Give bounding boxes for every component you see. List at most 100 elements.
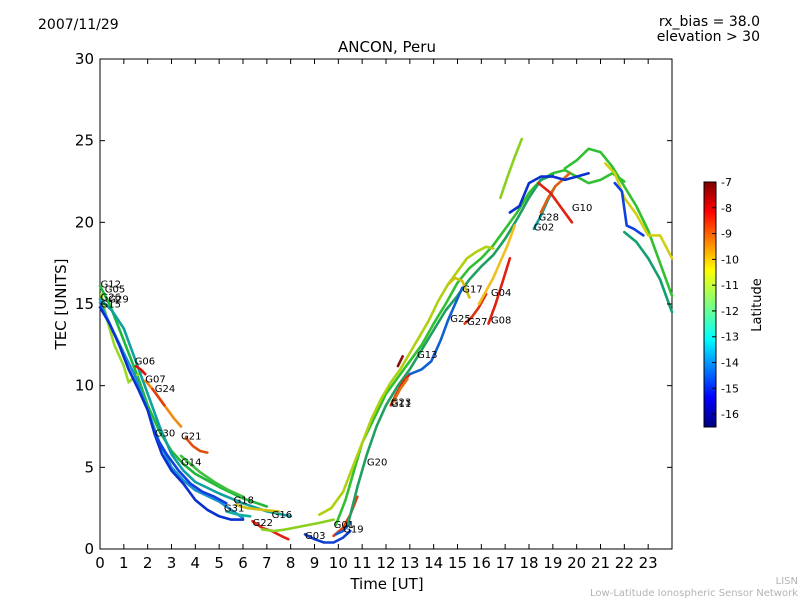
x-tick-label: 7 bbox=[262, 554, 272, 572]
x-tick-label: 0 bbox=[95, 554, 105, 572]
colorbar-tick-label: -14 bbox=[721, 357, 739, 370]
y-axis-label: TEC [UNITS] bbox=[52, 259, 70, 351]
y-tick-label: 5 bbox=[84, 458, 94, 476]
x-tick-label: 17 bbox=[496, 554, 515, 572]
plot-frame bbox=[99, 58, 673, 550]
label-g19: G19 bbox=[343, 525, 363, 536]
x-tick-label: 11 bbox=[353, 554, 372, 572]
colorbar-tick-label: -16 bbox=[721, 408, 739, 421]
series-g32d bbox=[623, 230, 674, 314]
colorbar-tick-label: -10 bbox=[721, 253, 739, 266]
label-g08: G08 bbox=[491, 316, 511, 327]
y-tick-label: 15 bbox=[75, 295, 94, 313]
label-g30: G30 bbox=[155, 428, 175, 439]
label-g21: G21 bbox=[181, 432, 201, 443]
label-g27: G27 bbox=[467, 317, 487, 328]
series-g26 bbox=[98, 297, 292, 518]
label-g31: G31 bbox=[224, 503, 244, 514]
label-g03: G03 bbox=[305, 531, 325, 542]
series-layer bbox=[98, 137, 674, 544]
x-tick-label: 19 bbox=[543, 554, 562, 572]
x-tick-label: 8 bbox=[286, 554, 296, 572]
label-g22: G22 bbox=[253, 518, 273, 529]
x-tick-label: 20 bbox=[567, 554, 586, 572]
series-g13b bbox=[396, 355, 404, 368]
series-g21 bbox=[184, 436, 209, 454]
series-g31 bbox=[225, 510, 252, 518]
label-g29: G29 bbox=[108, 294, 128, 305]
series-g08 bbox=[487, 257, 512, 325]
label-g18: G18 bbox=[234, 495, 254, 506]
label-g11: G11 bbox=[391, 399, 411, 410]
label-g16: G16 bbox=[272, 510, 292, 521]
label-g23: G23 bbox=[391, 397, 411, 408]
label-g12: G12 bbox=[101, 280, 121, 291]
colorbar-ticks: -7 -8 -9 -10 -11 -12 -13 -14 -15 -16 bbox=[712, 176, 739, 421]
x-tick-label: 5 bbox=[214, 554, 224, 572]
label-g17: G17 bbox=[462, 285, 482, 296]
colorbar-tick-label: -13 bbox=[721, 331, 739, 344]
series-g16 bbox=[260, 518, 335, 533]
series-g28 bbox=[539, 172, 571, 214]
series-g15 bbox=[98, 306, 245, 521]
series-g27 bbox=[463, 292, 488, 325]
series-g06 bbox=[134, 364, 147, 376]
label-g04: G04 bbox=[491, 288, 511, 299]
label-g20: G20 bbox=[367, 458, 387, 469]
x-tick-label: 10 bbox=[329, 554, 348, 572]
label-g02: G02 bbox=[534, 223, 554, 234]
footer-short: LISN bbox=[775, 576, 798, 587]
colorbar-tick-label: -8 bbox=[721, 202, 732, 215]
series-g20b bbox=[346, 173, 555, 526]
x-tick-label: 15 bbox=[448, 554, 467, 572]
label-g13: G13 bbox=[417, 350, 437, 361]
label-g25: G25 bbox=[450, 314, 470, 325]
y-tick-label: 10 bbox=[75, 377, 94, 395]
x-tick-label: 14 bbox=[424, 554, 443, 572]
series-g32b bbox=[604, 162, 674, 260]
x-tick-label: 2 bbox=[143, 554, 153, 572]
footer-long: Low-Latitude Ionospheric Sensor Network bbox=[590, 588, 798, 599]
series-g23 bbox=[391, 377, 409, 404]
series-g10 bbox=[537, 181, 574, 224]
colorbar-tick-label: -12 bbox=[721, 305, 739, 318]
series-g13 bbox=[318, 245, 495, 516]
y-tick-label: 25 bbox=[75, 132, 94, 150]
series-g32 bbox=[563, 147, 674, 298]
date-label: 2007/11/29 bbox=[38, 17, 119, 33]
x-tick-label: 21 bbox=[591, 554, 610, 572]
series-g30 bbox=[153, 433, 228, 505]
colorbar-tick-label: -7 bbox=[721, 176, 732, 189]
series-g10b bbox=[508, 172, 590, 214]
series-g18 bbox=[234, 503, 281, 513]
x-tick-label: 1 bbox=[119, 554, 129, 572]
rx-bias-label: rx_bias = 38.0 bbox=[658, 14, 760, 30]
x-tick-label: 12 bbox=[376, 554, 395, 572]
series-g24 bbox=[151, 387, 166, 407]
x-tick-label: 4 bbox=[191, 554, 201, 572]
series-g09 bbox=[499, 137, 524, 200]
x-tick-label: 18 bbox=[519, 554, 538, 572]
series-g04 bbox=[477, 224, 516, 306]
x-tick-label: 6 bbox=[238, 554, 248, 572]
label-g28: G28 bbox=[539, 213, 559, 224]
label-g26: G26 bbox=[101, 293, 121, 304]
colorbar-tick-label: -9 bbox=[721, 228, 732, 241]
series-g32c bbox=[613, 181, 645, 237]
colorbar bbox=[703, 181, 717, 428]
x-tick-label: 3 bbox=[167, 554, 177, 572]
series-g12 bbox=[98, 284, 269, 508]
y-tick-label: 0 bbox=[84, 540, 94, 558]
series-g17 bbox=[446, 276, 471, 299]
colorbar-label: Latitude bbox=[750, 278, 765, 332]
x-tick-label: 13 bbox=[400, 554, 419, 572]
series-g03 bbox=[303, 529, 352, 544]
x-tick-label: 23 bbox=[639, 554, 658, 572]
colorbar-tick-label: -15 bbox=[721, 382, 739, 395]
series-g25 bbox=[408, 286, 464, 376]
elevation-label: elevation > 30 bbox=[656, 29, 760, 45]
chart-title: ANCON, Peru bbox=[338, 38, 436, 56]
series-g14 bbox=[179, 454, 245, 498]
